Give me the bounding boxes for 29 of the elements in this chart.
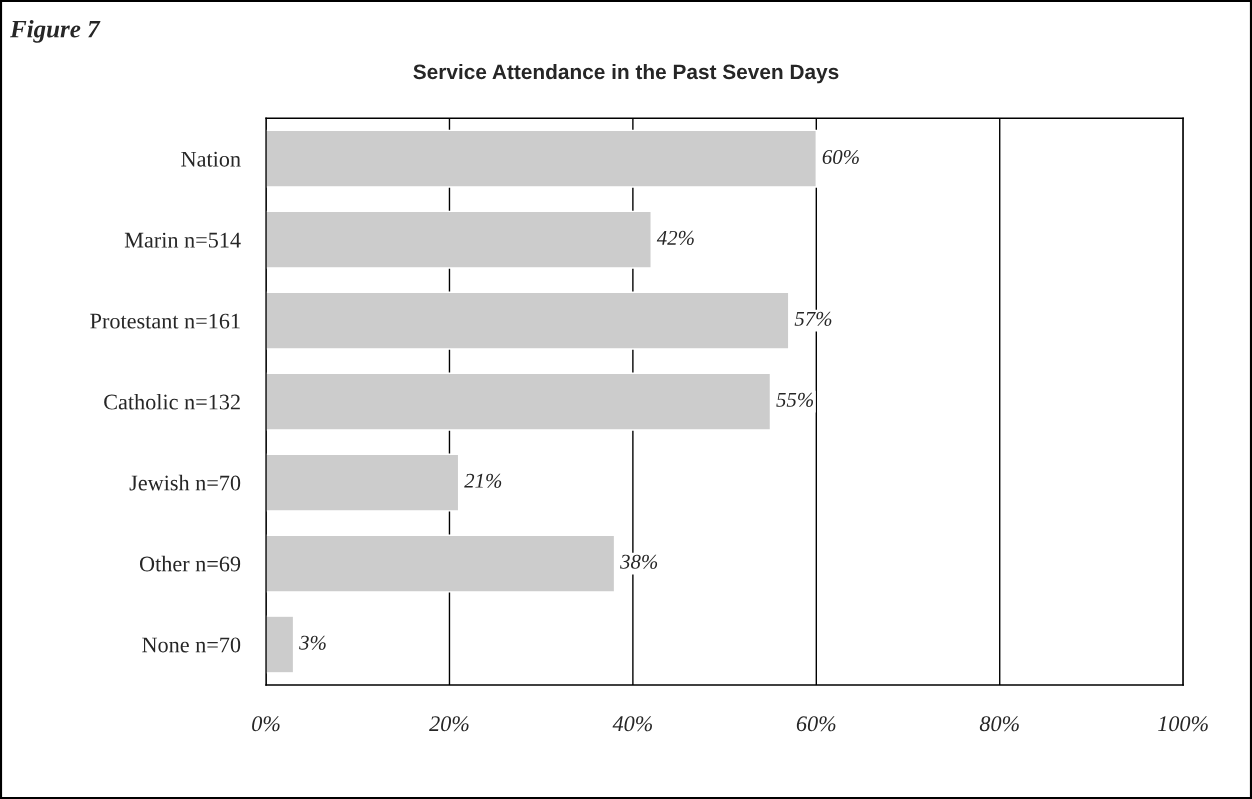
y-tick-label: Other n=69 [139, 555, 241, 572]
y-tick-label: Protestant n=161 [90, 313, 240, 329]
data-label: 60% [822, 149, 859, 165]
y-tick-label: Jewish n=70 [129, 474, 241, 491]
data-label: 38% [620, 554, 658, 569]
y-tick-label: Catholic n=132 [104, 393, 240, 410]
bar [266, 291, 790, 350]
data-label: 42% [656, 230, 694, 245]
x-tick-label: 80% [979, 716, 1019, 732]
x-tick-label: 60% [796, 716, 836, 732]
bar [266, 129, 817, 188]
data-label: 55% [776, 392, 813, 407]
x-tick-label: 20% [429, 716, 469, 732]
bar [266, 372, 772, 431]
bar [266, 453, 460, 512]
y-tick-label: Marin n=514 [124, 232, 241, 248]
y-tick-label: None n=70 [142, 637, 241, 653]
bar [266, 534, 616, 593]
x-tick-label: 40% [612, 716, 652, 732]
data-label: 3% [299, 635, 326, 650]
y-tick-label: Nation [181, 151, 241, 167]
x-tick-label: 100% [1158, 716, 1208, 732]
data-label: 21% [464, 473, 502, 488]
x-tick-label: 0% [252, 716, 280, 732]
caption: Figure 7 [9, 19, 101, 43]
bar [266, 210, 652, 269]
chart-title: Service Attendance in the Past Seven Days [413, 63, 839, 84]
data-label: 57% [794, 311, 832, 326]
bar [266, 615, 295, 674]
